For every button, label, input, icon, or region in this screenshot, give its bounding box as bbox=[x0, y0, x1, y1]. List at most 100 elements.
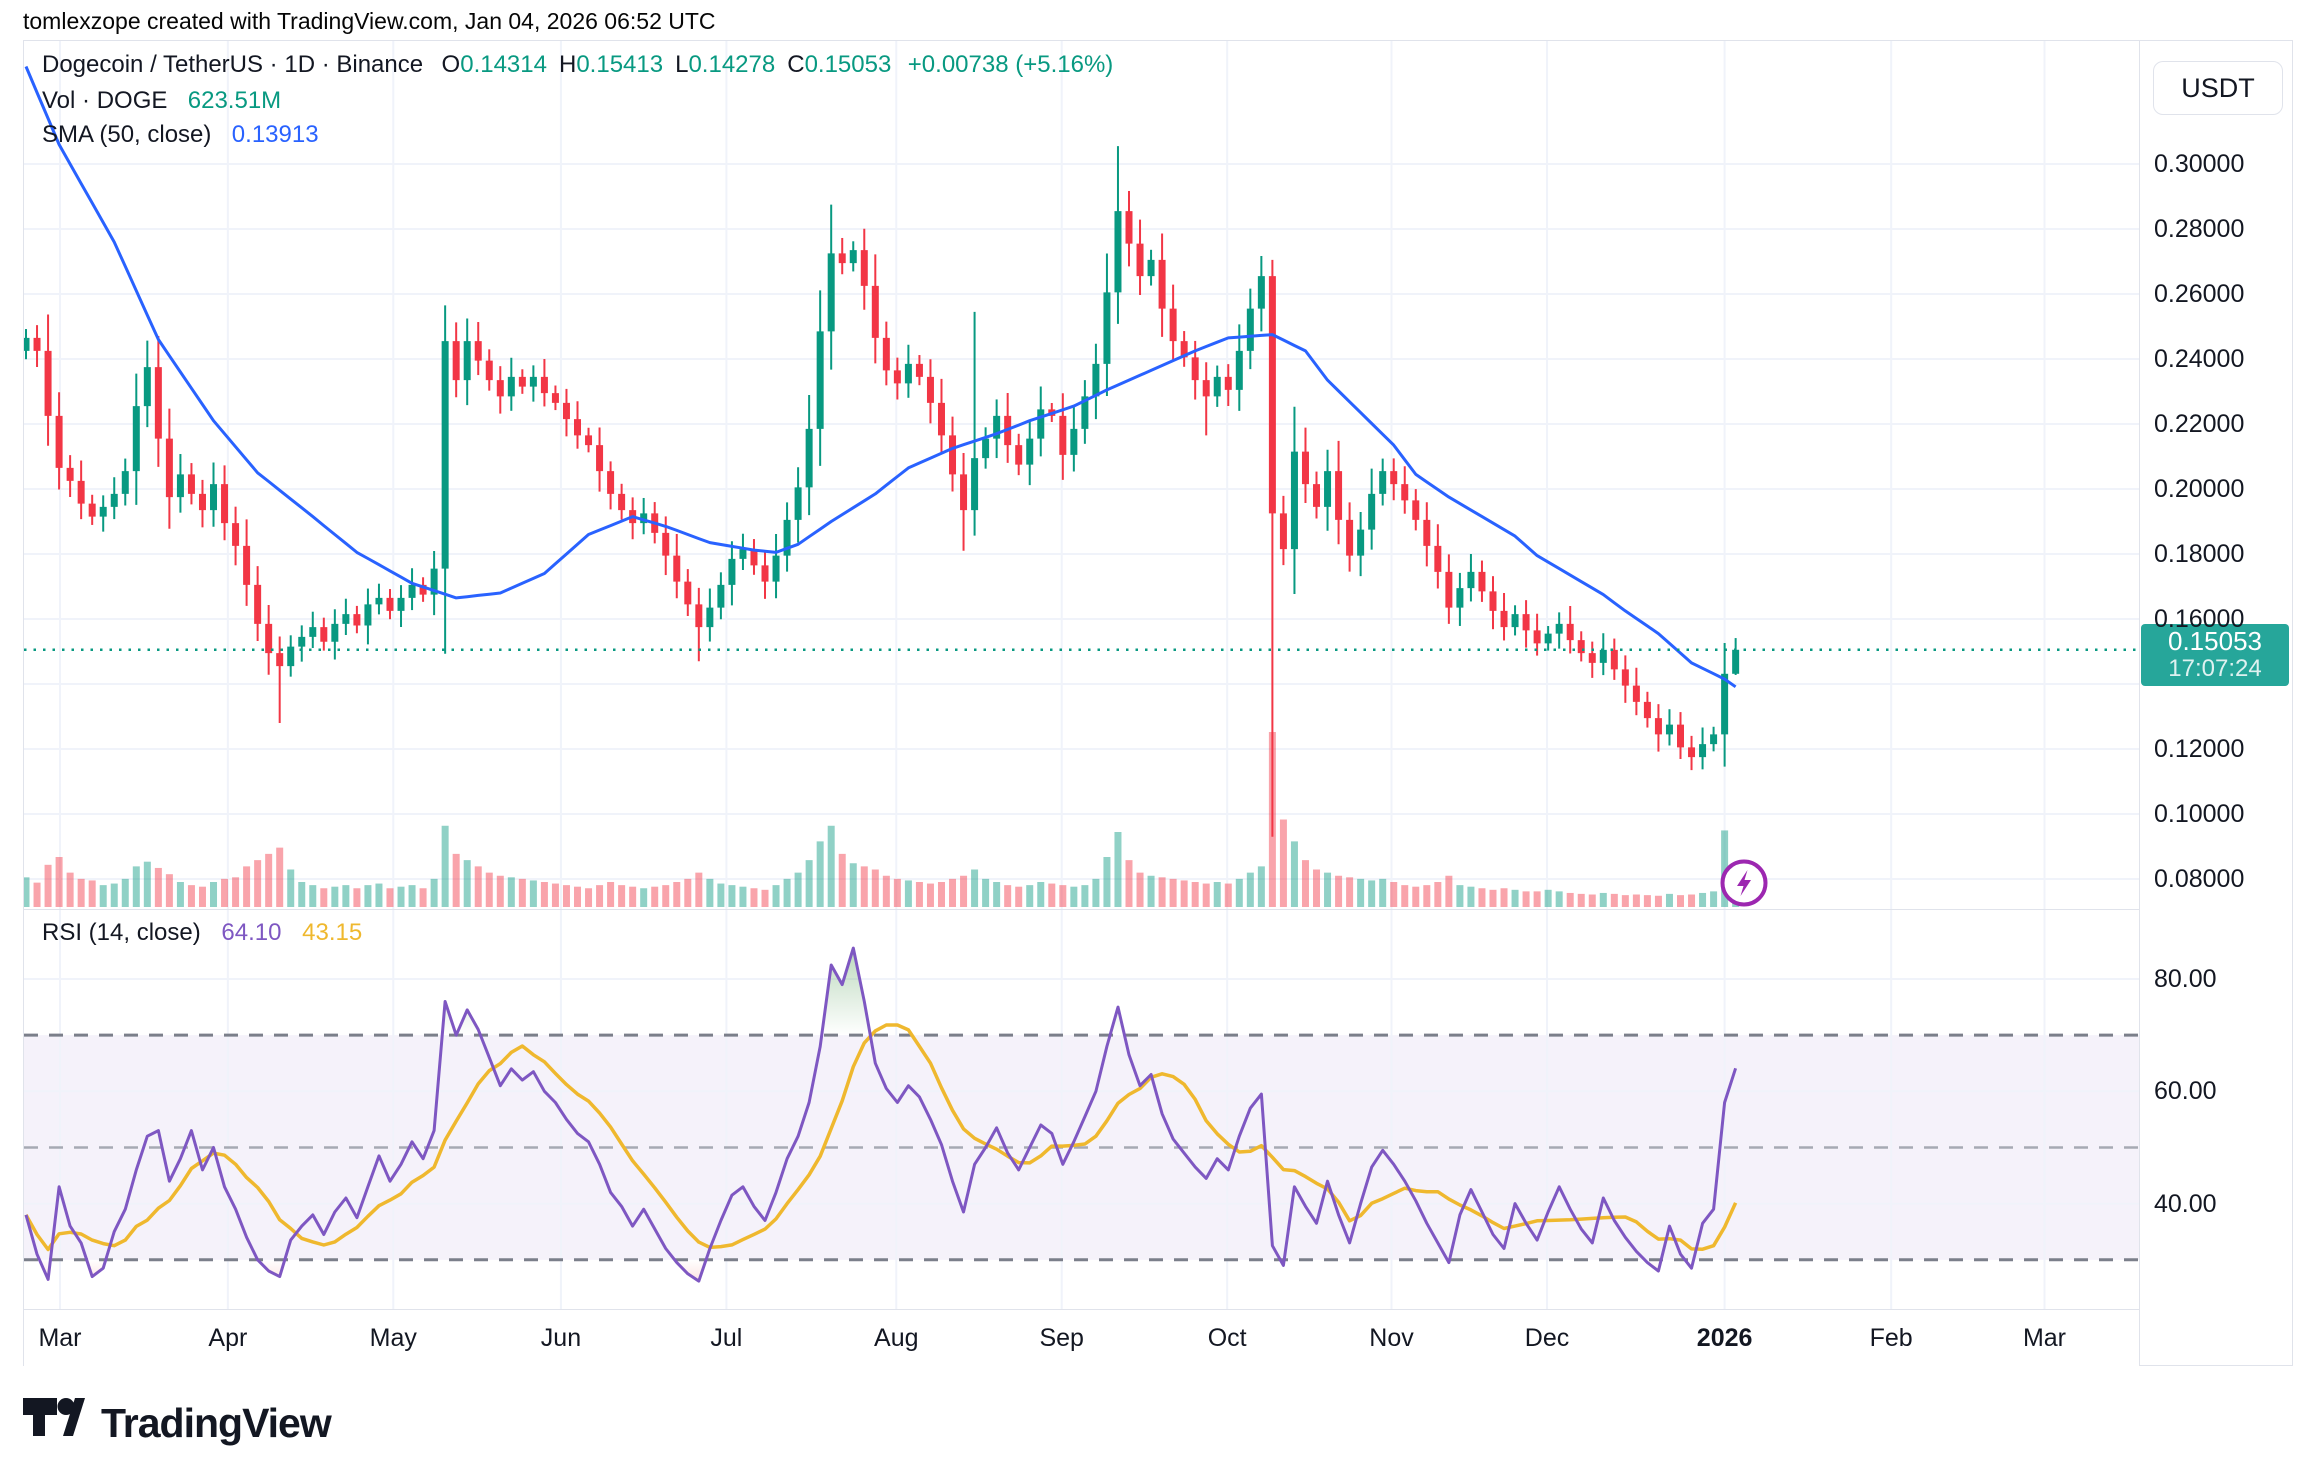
volume-bar bbox=[684, 878, 692, 907]
candle bbox=[221, 484, 229, 524]
volume-bar bbox=[1081, 885, 1089, 907]
price-pane[interactable] bbox=[24, 41, 2139, 909]
candle bbox=[1279, 513, 1287, 550]
candle bbox=[496, 380, 504, 397]
candle bbox=[463, 341, 471, 381]
candle bbox=[1147, 259, 1155, 277]
volume-bar bbox=[607, 882, 615, 907]
candle bbox=[849, 250, 857, 264]
volume-bar bbox=[915, 882, 923, 907]
candle bbox=[926, 376, 934, 403]
volume-bar bbox=[1456, 885, 1464, 907]
ohlc-value: 0.14278 bbox=[688, 51, 788, 78]
volume-bar bbox=[1114, 832, 1122, 907]
candle bbox=[1710, 734, 1718, 745]
volume-bar bbox=[1566, 892, 1574, 907]
volume-bar bbox=[551, 883, 559, 907]
volume-bar bbox=[1279, 819, 1287, 907]
candle bbox=[342, 614, 350, 624]
time-tick-label: Jun bbox=[540, 1324, 582, 1352]
candle bbox=[187, 474, 195, 494]
volume-bar bbox=[408, 885, 416, 907]
volume-bar bbox=[838, 853, 846, 907]
volume-bar bbox=[265, 853, 273, 907]
volume-bar bbox=[993, 882, 1001, 907]
rsi-overbought-fill bbox=[456, 1009, 481, 1036]
volume-bar bbox=[971, 869, 979, 907]
volume-bar bbox=[1632, 894, 1640, 907]
candle bbox=[1677, 724, 1684, 748]
tradingview-logo[interactable]: TradingView bbox=[23, 1398, 332, 1448]
price-tick-label: 0.22000 bbox=[2154, 410, 2245, 438]
volume-bar bbox=[717, 883, 725, 907]
volume-bar bbox=[88, 880, 96, 907]
volume-bar bbox=[849, 863, 857, 907]
candle bbox=[1059, 415, 1067, 455]
candle bbox=[915, 363, 923, 377]
candle bbox=[24, 337, 30, 351]
volume-bar bbox=[662, 885, 670, 907]
price-tick-label: 0.12000 bbox=[2154, 735, 2245, 763]
volume-bar bbox=[1511, 889, 1519, 907]
volume-bar bbox=[33, 882, 41, 907]
volume-bar bbox=[187, 885, 195, 907]
volume-bar bbox=[1335, 875, 1343, 907]
volume-bar bbox=[1037, 882, 1045, 907]
volume-bar bbox=[1610, 893, 1618, 907]
candle bbox=[1268, 276, 1276, 514]
rsi-pane[interactable] bbox=[24, 909, 2139, 1309]
volume-bar bbox=[243, 866, 251, 907]
candle bbox=[1103, 292, 1111, 364]
candle bbox=[1202, 380, 1210, 397]
candle bbox=[1191, 357, 1199, 381]
ohlc-value: 0.14314 bbox=[460, 51, 559, 78]
candle bbox=[1643, 701, 1651, 719]
volume-bar bbox=[960, 875, 968, 907]
lightning-icon[interactable] bbox=[1718, 857, 1770, 909]
candle bbox=[772, 555, 780, 582]
volume-bar bbox=[618, 885, 626, 907]
candle bbox=[33, 337, 41, 351]
volume-bar bbox=[739, 886, 747, 907]
candle bbox=[430, 568, 438, 595]
candle bbox=[1699, 744, 1707, 758]
price-tick-label: 0.18000 bbox=[2154, 540, 2245, 568]
candle bbox=[982, 438, 990, 459]
price-tick-label: 0.10000 bbox=[2154, 800, 2245, 828]
volume-bar bbox=[1699, 892, 1707, 907]
candle bbox=[761, 565, 769, 582]
rsi-oversold-fill bbox=[257, 1259, 285, 1277]
volume-bar bbox=[827, 825, 835, 907]
candle bbox=[695, 604, 703, 628]
candle bbox=[1015, 445, 1023, 465]
price-tick-label: 0.26000 bbox=[2154, 280, 2245, 308]
candle bbox=[551, 393, 559, 403]
tradingview-mark-icon bbox=[23, 1398, 85, 1436]
volume-bar bbox=[1059, 885, 1067, 907]
time-axis[interactable]: Mar Apr May Jun Jul Aug Sep Oct Nov Dec 2026 Feb Mar bbox=[24, 1309, 2139, 1366]
volume-bar bbox=[1467, 886, 1475, 907]
volume-bar bbox=[1136, 872, 1144, 907]
volume-bar bbox=[529, 880, 537, 907]
volume-bar bbox=[309, 885, 317, 907]
ohlc-key: C bbox=[787, 51, 805, 78]
time-tick-label: Sep bbox=[1039, 1324, 1084, 1352]
price-axis[interactable]: USDT 0.15053 17:07:24 0.30000 0.28000 0.26… bbox=[2140, 41, 2292, 1365]
candle bbox=[1423, 519, 1431, 546]
volume-bar bbox=[1577, 893, 1585, 907]
ohlc-value: 0.15053 bbox=[804, 51, 904, 78]
volume-bar bbox=[320, 888, 328, 907]
volume-bar bbox=[1434, 882, 1442, 907]
candle bbox=[706, 607, 714, 628]
volume-bar bbox=[1401, 885, 1409, 907]
volume-bar bbox=[882, 875, 890, 907]
candle bbox=[1610, 649, 1618, 670]
volume-bar bbox=[1147, 875, 1155, 907]
currency-button[interactable]: USDT bbox=[2153, 61, 2283, 115]
candle bbox=[596, 445, 604, 472]
price-tick-label: 0.24000 bbox=[2154, 345, 2245, 373]
volume-bar bbox=[1070, 886, 1078, 907]
volume-bar bbox=[1721, 830, 1729, 907]
pane-separator[interactable] bbox=[24, 909, 2139, 910]
volume-bar bbox=[1654, 895, 1662, 907]
